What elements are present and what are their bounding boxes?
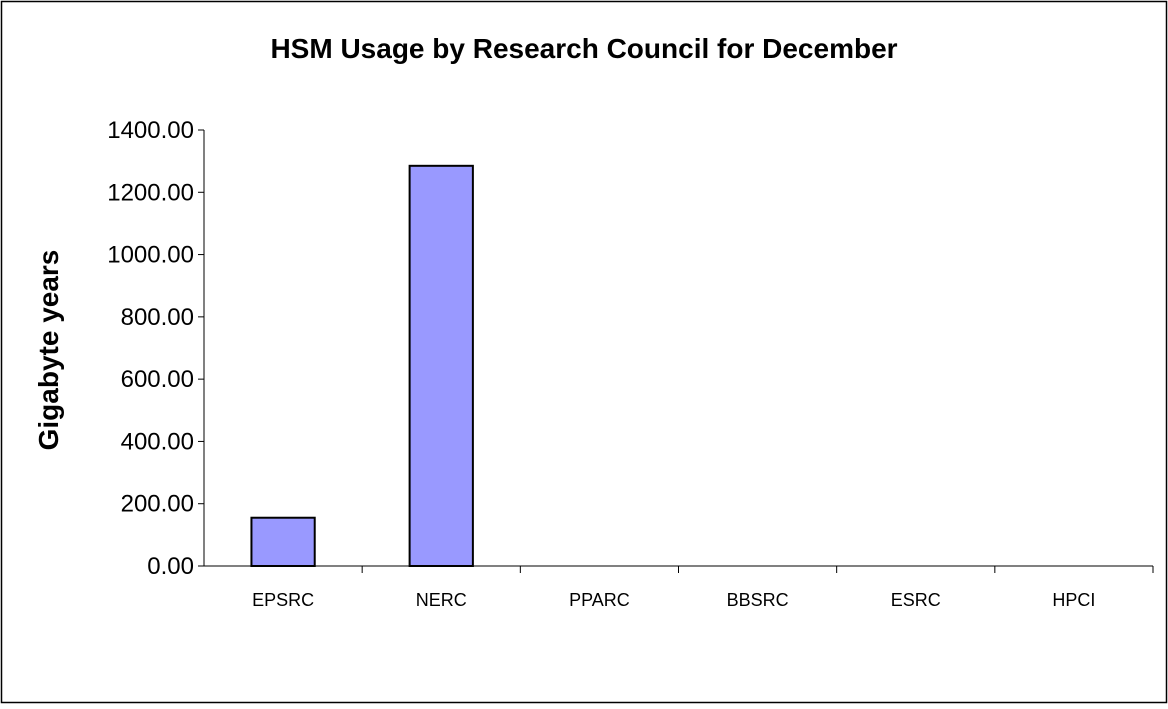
x-axis-ticks — [361, 566, 1154, 573]
x-axis-tick-labels: EPSRC NERC PPARC BBSRC ESRC HPCI — [252, 590, 1095, 610]
bar-epsrc — [250, 516, 316, 568]
y-tick-label: 400.00 — [121, 428, 194, 455]
y-axis-label: Gigabyte years — [33, 250, 64, 451]
x-tick-label: PPARC — [569, 590, 630, 610]
x-tick-label: NERC — [416, 590, 467, 610]
y-axis-ticks: 0.00 200.00 400.00 600.00 800.00 1000.00 1200.… — [107, 117, 204, 580]
y-tick-label: 0.00 — [147, 553, 194, 580]
chart-title: HSM Usage by Research Council for Decemb… — [270, 33, 897, 64]
bar-nerc — [408, 164, 474, 567]
bar-series — [250, 164, 474, 568]
y-tick-label: 600.00 — [121, 366, 194, 393]
x-tick-label: ESRC — [891, 590, 941, 610]
y-tick-label: 200.00 — [121, 491, 194, 518]
x-tick-label: HPCI — [1052, 590, 1095, 610]
y-tick-label: 800.00 — [121, 304, 194, 331]
y-tick-label: 1400.00 — [107, 117, 194, 144]
y-tick-label: 1200.00 — [107, 179, 194, 206]
x-tick-label: BBSRC — [727, 590, 789, 610]
x-tick-label: EPSRC — [252, 590, 314, 610]
y-tick-label: 1000.00 — [107, 242, 194, 269]
